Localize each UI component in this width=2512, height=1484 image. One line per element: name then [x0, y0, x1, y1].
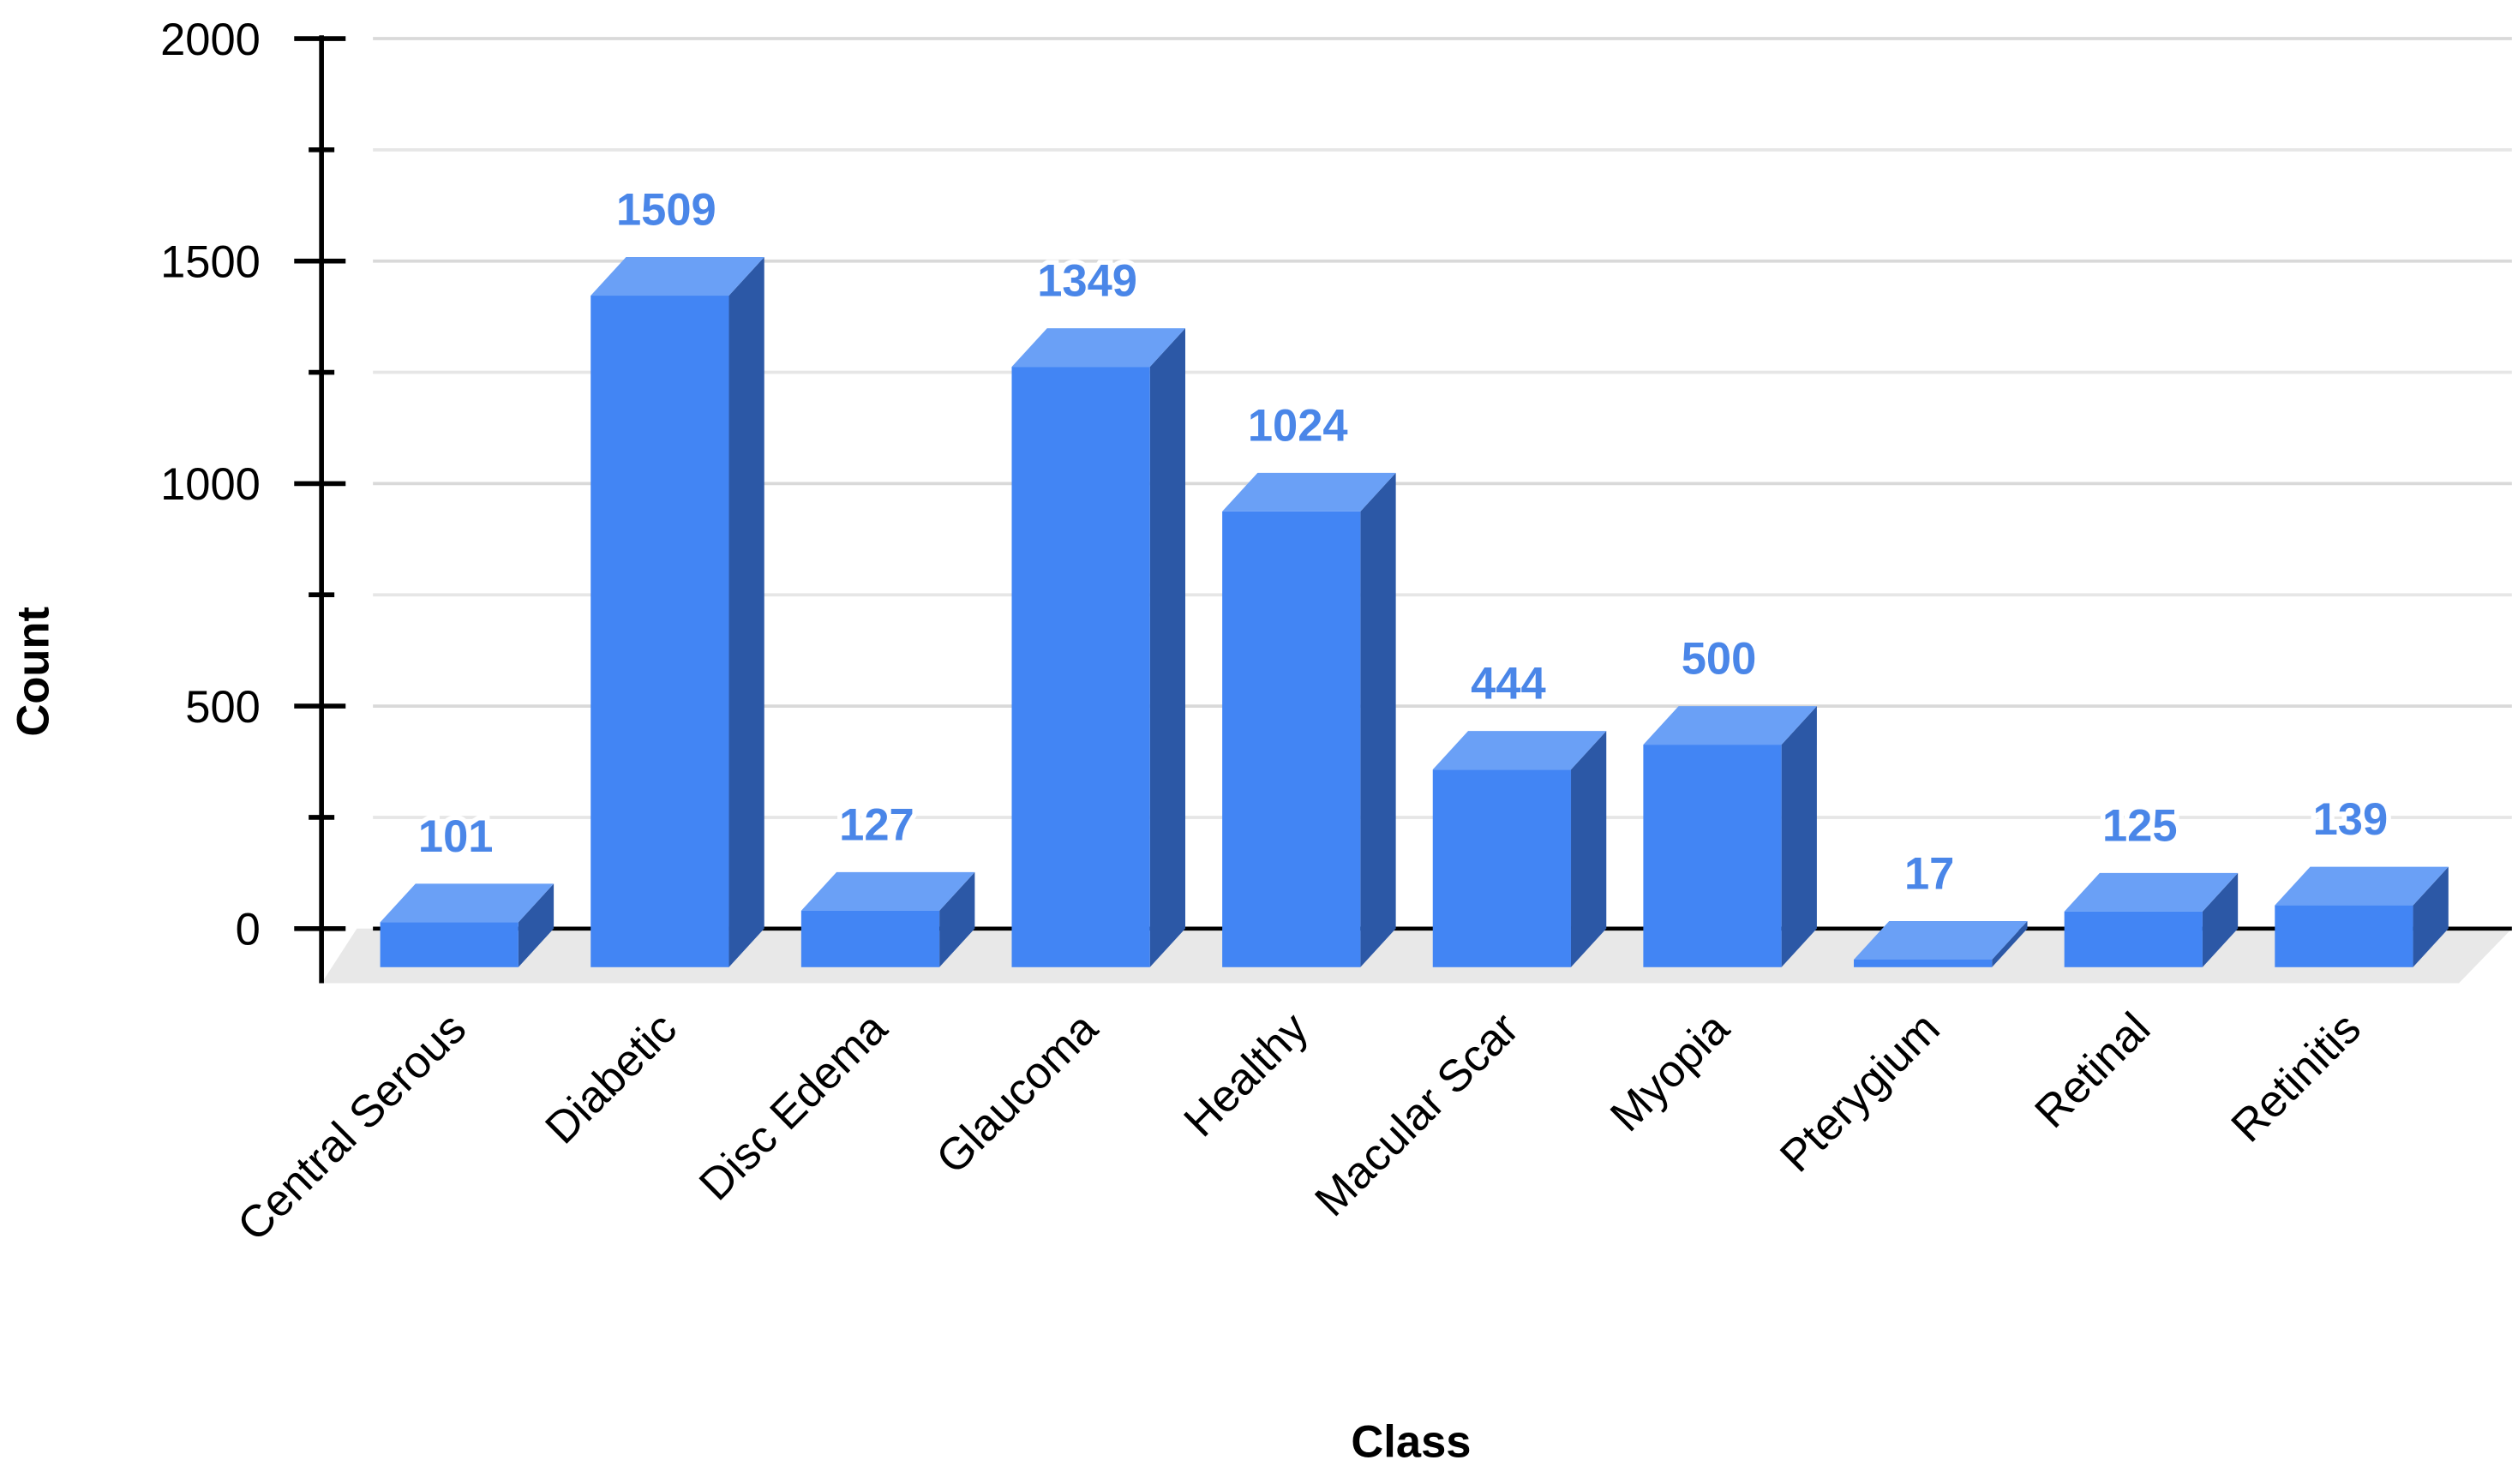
- y-axis-title: Count: [8, 607, 58, 737]
- bar-front: [800, 910, 940, 967]
- data-label: 500: [1682, 634, 1757, 685]
- bar-front: [2064, 911, 2203, 967]
- data-label: 17: [1904, 848, 1954, 899]
- bar-front: [1643, 745, 1782, 967]
- x-tick-label: Central Serous: [228, 1003, 476, 1251]
- bar-top: [591, 257, 764, 296]
- x-tick-label: Retinal: [2025, 1003, 2160, 1138]
- bar: [1643, 706, 1817, 967]
- bar: [1854, 920, 2028, 967]
- data-label: 101: [418, 811, 494, 862]
- bar: [1432, 731, 1607, 967]
- bar-side: [1149, 328, 1185, 967]
- bar-front: [1222, 511, 1361, 967]
- data-label: 1024: [1248, 400, 1348, 451]
- bar-side: [518, 883, 555, 967]
- x-axis-title: Class: [1351, 1417, 1471, 1468]
- bar: [380, 883, 555, 967]
- y-tick-label: 1500: [160, 236, 261, 287]
- bar-top: [1011, 328, 1185, 368]
- bar-side: [939, 871, 975, 967]
- y-tick-label: 2000: [160, 15, 261, 65]
- data-label: 1349: [1037, 256, 1137, 307]
- bar-top: [2064, 872, 2239, 912]
- data-label: 125: [2102, 800, 2178, 851]
- bar-top: [1854, 920, 2028, 960]
- x-tick-label: Retinitis: [2221, 1003, 2371, 1152]
- data-label: 1509: [616, 185, 716, 236]
- x-tick-label: Healthy: [1174, 1002, 1318, 1146]
- bar-front: [380, 922, 519, 967]
- bar-front: [1854, 959, 1993, 967]
- bar-top: [380, 883, 555, 923]
- bar-side: [2202, 872, 2239, 967]
- data-label: 127: [839, 799, 914, 850]
- bar-side: [1571, 731, 1607, 967]
- bar: [1222, 472, 1396, 967]
- y-tick-label: 500: [185, 682, 261, 733]
- bar-top: [1222, 472, 1396, 512]
- x-tick-label: Disc Edema: [690, 1002, 897, 1210]
- bar: [800, 871, 975, 967]
- x-tick-label: Myopia: [1601, 1002, 1740, 1141]
- bar-front: [2275, 905, 2413, 967]
- data-label: 444: [1471, 659, 1546, 709]
- y-tick-label: 0: [236, 905, 261, 955]
- bar-side: [728, 257, 764, 967]
- bar-side: [1992, 920, 2028, 967]
- bar-top: [1643, 706, 1817, 745]
- bar: [2064, 872, 2239, 967]
- bar-side: [1781, 706, 1817, 967]
- x-tick-label: Glaucoma: [926, 1002, 1107, 1183]
- bar-front: [591, 296, 729, 967]
- bar: [2275, 866, 2449, 967]
- bar: [1011, 328, 1185, 967]
- x-tick-label: Macular Scar: [1305, 1003, 1528, 1226]
- bar-side: [2413, 866, 2449, 967]
- bar-top: [1432, 731, 1607, 770]
- x-tick-label: Pterygium: [1771, 1003, 1950, 1182]
- bar-front: [1011, 367, 1150, 967]
- bar: [591, 257, 764, 967]
- bar-top: [2275, 866, 2449, 906]
- y-tick-label: 1000: [160, 459, 261, 510]
- bar-top: [800, 871, 975, 911]
- x-tick-label: Diabetic: [536, 1003, 686, 1154]
- bar-front: [1432, 769, 1572, 967]
- bar-side: [1360, 472, 1396, 967]
- data-label: 139: [2313, 794, 2389, 845]
